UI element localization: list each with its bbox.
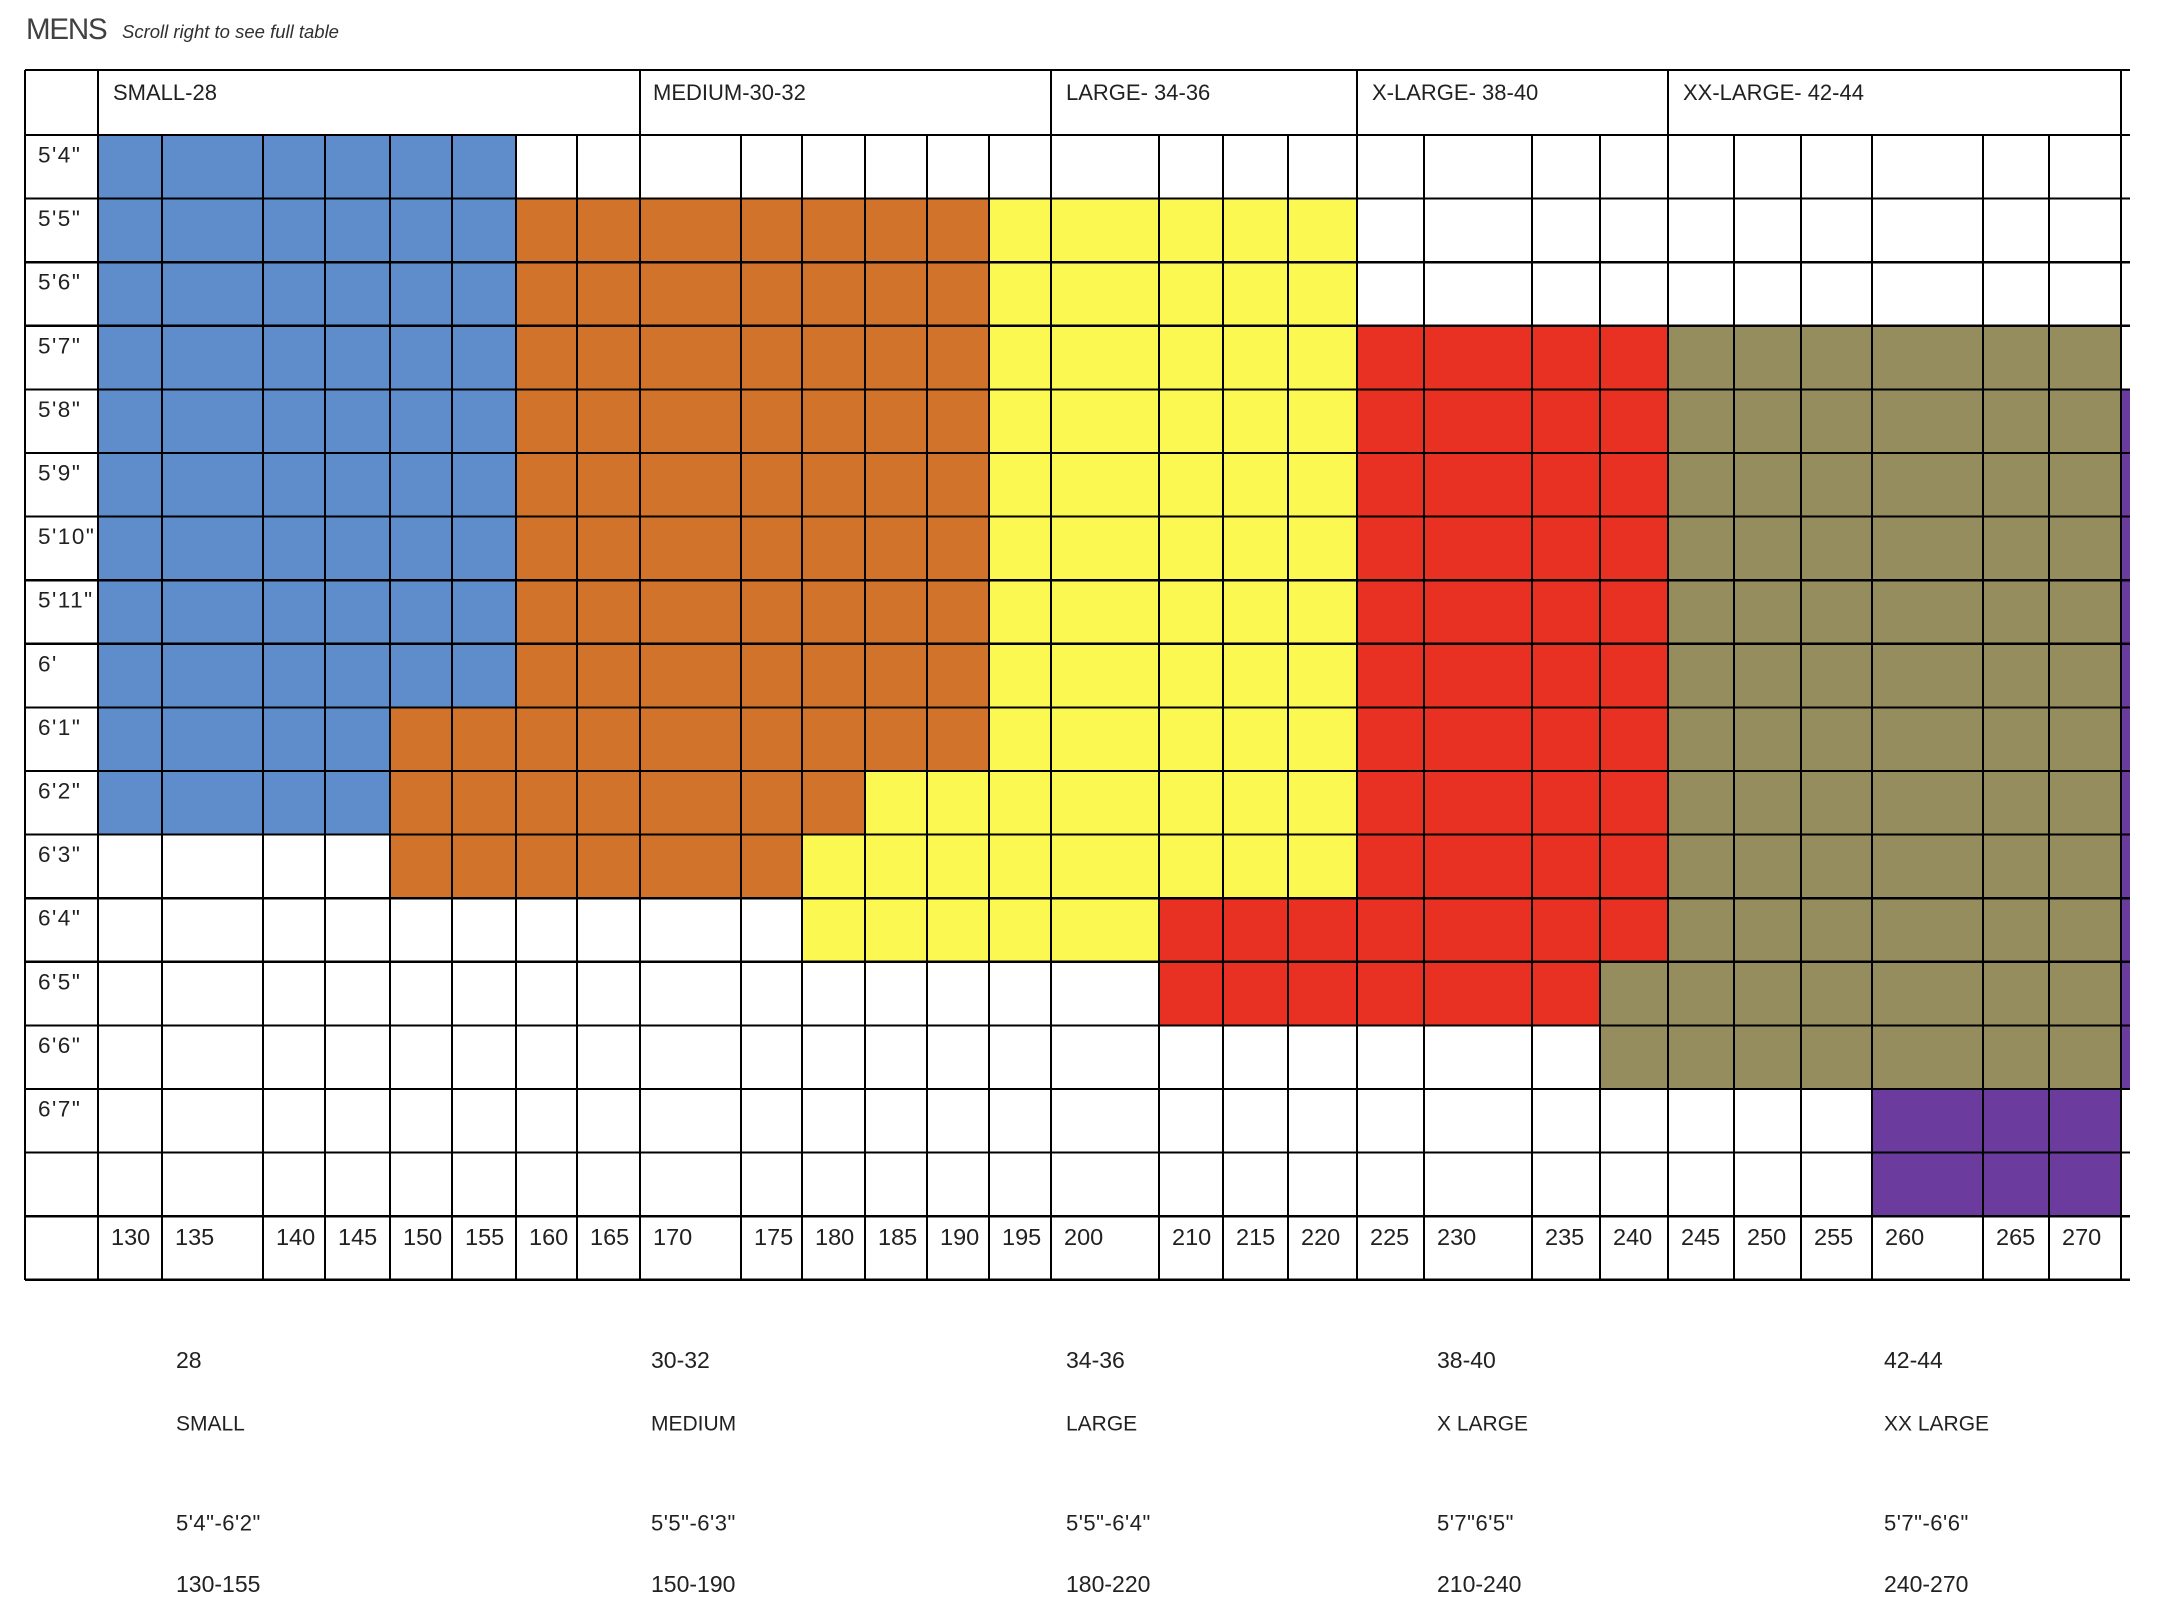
svg-text:6'4": 6'4"	[38, 906, 81, 931]
svg-text:240-270: 240-270	[1884, 1571, 1968, 1597]
svg-text:30-32: 30-32	[651, 1347, 710, 1373]
svg-text:LARGE: LARGE	[1066, 1413, 1137, 1436]
svg-text:140: 140	[276, 1224, 315, 1250]
svg-text:5'4"-6'2": 5'4"-6'2"	[176, 1511, 261, 1536]
svg-text:250: 250	[1747, 1224, 1786, 1250]
svg-text:6'6": 6'6"	[38, 1033, 81, 1058]
svg-text:210-240: 210-240	[1437, 1571, 1521, 1597]
svg-text:175: 175	[754, 1224, 793, 1250]
svg-text:Scroll right to see full table: Scroll right to see full table	[122, 21, 339, 42]
svg-text:165: 165	[590, 1224, 629, 1250]
svg-text:34-36: 34-36	[1066, 1347, 1125, 1373]
svg-text:150: 150	[403, 1224, 442, 1250]
svg-text:5'5"-6'4": 5'5"-6'4"	[1066, 1511, 1151, 1536]
svg-text:6'7": 6'7"	[38, 1097, 81, 1122]
svg-text:190: 190	[940, 1224, 979, 1250]
svg-text:265: 265	[1996, 1224, 2035, 1250]
svg-text:SMALL: SMALL	[176, 1413, 245, 1436]
svg-text:5'7"6'5": 5'7"6'5"	[1437, 1511, 1514, 1536]
svg-text:260: 260	[1885, 1224, 1924, 1250]
svg-text:160: 160	[529, 1224, 568, 1250]
svg-text:180-220: 180-220	[1066, 1571, 1150, 1597]
svg-text:28: 28	[176, 1347, 202, 1373]
svg-text:X LARGE: X LARGE	[1437, 1413, 1528, 1436]
svg-text:5'10": 5'10"	[38, 524, 95, 549]
svg-text:5'5": 5'5"	[38, 206, 81, 231]
svg-text:X-LARGE- 38-40: X-LARGE- 38-40	[1372, 80, 1538, 105]
svg-text:225: 225	[1370, 1224, 1409, 1250]
svg-text:255: 255	[1814, 1224, 1853, 1250]
svg-text:130: 130	[111, 1224, 150, 1250]
svg-text:MEDIUM: MEDIUM	[651, 1413, 736, 1436]
svg-text:170: 170	[653, 1224, 692, 1250]
svg-text:195: 195	[1002, 1224, 1041, 1250]
svg-text:MENS: MENS	[26, 13, 107, 46]
svg-text:5'9": 5'9"	[38, 461, 81, 486]
svg-text:5'7": 5'7"	[38, 333, 81, 358]
svg-text:240: 240	[1613, 1224, 1652, 1250]
svg-text:5'6": 5'6"	[38, 270, 81, 295]
svg-text:150-190: 150-190	[651, 1571, 735, 1597]
svg-text:210: 210	[1172, 1224, 1211, 1250]
svg-text:5'8": 5'8"	[38, 397, 81, 422]
svg-text:145: 145	[338, 1224, 377, 1250]
svg-text:38-40: 38-40	[1437, 1347, 1496, 1373]
svg-text:215: 215	[1236, 1224, 1275, 1250]
svg-text:6'1": 6'1"	[38, 715, 81, 740]
svg-text:5'7"-6'6": 5'7"-6'6"	[1884, 1511, 1969, 1536]
svg-text:130-155: 130-155	[176, 1571, 260, 1597]
svg-text:5'11": 5'11"	[38, 588, 94, 613]
svg-text:220: 220	[1301, 1224, 1340, 1250]
svg-text:135: 135	[175, 1224, 214, 1250]
svg-text:42-44: 42-44	[1884, 1347, 1943, 1373]
svg-text:5'4": 5'4"	[38, 143, 81, 168]
svg-text:270: 270	[2062, 1224, 2101, 1250]
svg-text:245: 245	[1681, 1224, 1720, 1250]
svg-text:XX LARGE: XX LARGE	[1884, 1413, 1989, 1436]
svg-text:6': 6'	[38, 651, 58, 676]
svg-text:XX-LARGE- 42-44: XX-LARGE- 42-44	[1683, 80, 1864, 105]
svg-text:180: 180	[815, 1224, 854, 1250]
svg-text:200: 200	[1064, 1224, 1103, 1250]
svg-text:6'5": 6'5"	[38, 969, 81, 994]
svg-text:5'5"-6'3": 5'5"-6'3"	[651, 1511, 736, 1536]
svg-text:MEDIUM-30-32: MEDIUM-30-32	[653, 80, 806, 105]
svg-text:185: 185	[878, 1224, 917, 1250]
svg-text:6'2": 6'2"	[38, 779, 81, 804]
svg-text:6'3": 6'3"	[38, 842, 81, 867]
svg-text:SMALL-28: SMALL-28	[113, 80, 217, 105]
svg-text:230: 230	[1437, 1224, 1476, 1250]
svg-text:LARGE- 34-36: LARGE- 34-36	[1066, 80, 1210, 105]
svg-text:235: 235	[1545, 1224, 1584, 1250]
svg-text:155: 155	[465, 1224, 504, 1250]
